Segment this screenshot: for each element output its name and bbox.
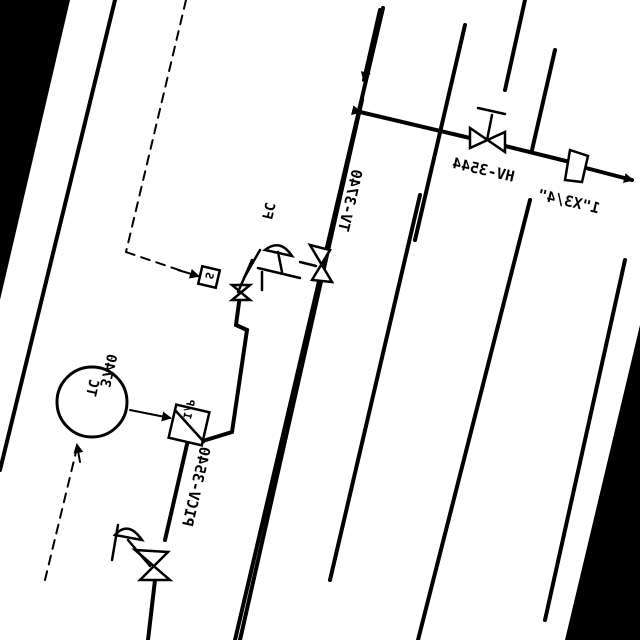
signal-lines <box>44 0 187 581</box>
tc-label-line1: TC <box>82 378 101 398</box>
process-line-1 <box>0 0 117 472</box>
hv-branch-line-2 <box>503 144 572 164</box>
tc-to-ip-line <box>129 409 172 422</box>
tc-bubble <box>55 365 129 439</box>
air-line <box>204 293 250 442</box>
process-line-7 <box>416 198 532 640</box>
ip-label: I/P <box>180 398 197 421</box>
picv-down-line <box>146 578 157 640</box>
tc-label-line2: 3740 <box>96 352 119 388</box>
main-pipe <box>238 98 364 640</box>
process-line-4 <box>503 0 527 92</box>
fc-actuator-icon <box>256 243 302 292</box>
ip-down-line <box>163 438 190 542</box>
inlet-line <box>360 8 382 82</box>
process-line-5 <box>530 48 557 152</box>
hv-valve-icon <box>468 106 507 155</box>
hv-branch-line <box>351 105 472 140</box>
picv-valve-icon <box>110 523 174 582</box>
trip-valve-icon <box>228 248 262 302</box>
solenoid-box <box>196 264 222 290</box>
tv-valve-icon <box>298 243 335 284</box>
signal-arrow-1 <box>177 268 200 279</box>
solenoid-label: S <box>202 271 216 280</box>
process-line-8 <box>543 258 627 622</box>
ip-converter <box>167 403 211 447</box>
reducer-icon <box>563 148 590 184</box>
process-line-6 <box>328 193 422 582</box>
hv-branch-line-3 <box>584 166 634 183</box>
signal-arrow-2 <box>73 443 84 463</box>
fc-label: FC <box>258 201 277 221</box>
